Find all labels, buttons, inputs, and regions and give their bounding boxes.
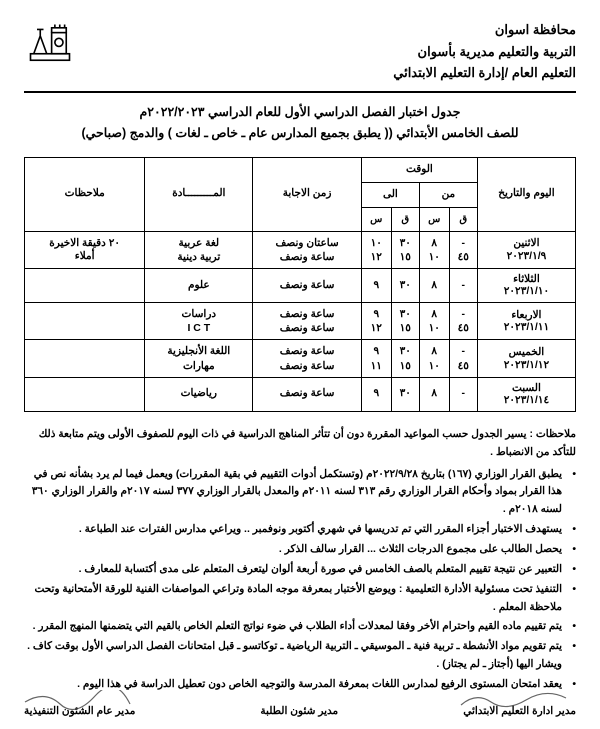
note-item: يتم تقويم مواد الأنشطة ـ تربية فنية ـ ال… <box>24 638 576 674</box>
table-row: الخميس٢٠٢٣/١/١٢-٤٥٨١٠٣٠١٥٩١١ساعة ونصفساع… <box>25 340 576 377</box>
cell: ٩ <box>361 377 391 411</box>
cell: علوم <box>145 268 253 302</box>
note-item: يتم تقييم ماده القيم واحترام الأخر وفقا … <box>24 618 576 636</box>
document-title: جدول اختبار الفصل الدراسي الأول للعام ال… <box>24 103 576 144</box>
signature-row: مدير ادارة التعليم الابتدائي مدير شئون ا… <box>24 704 576 720</box>
cell: ٣٠١٥ <box>391 340 419 377</box>
cell: الاثنين٢٠٢٣/١/٩ <box>477 231 575 268</box>
sign-right-label: مدير ادارة التعليم الابتدائي <box>463 705 576 717</box>
sign-center-label: مدير شئون الطلبة <box>260 705 338 717</box>
note-item: يحصل الطالب على مجموع الدرجات الثلاث ...… <box>24 541 576 559</box>
letterhead: محافظة اسوان التربية والتعليم مديرية بأس… <box>24 18 576 93</box>
cell <box>25 268 145 302</box>
document-page: محافظة اسوان التربية والتعليم مديرية بأس… <box>0 0 600 729</box>
cell: -٤٥ <box>449 303 477 340</box>
cell: ساعة ونصف <box>253 268 362 302</box>
cell: -٤٥ <box>449 340 477 377</box>
cell: ٨ <box>419 268 449 302</box>
cell <box>25 340 145 377</box>
cell: الخميس٢٠٢٣/١/١٢ <box>477 340 575 377</box>
exam-schedule-table: اليوم والتاريخ الوقت زمن الاجابة المــــ… <box>24 157 576 412</box>
cell: ٣٠ <box>391 268 419 302</box>
cell: ٨ <box>419 377 449 411</box>
cell: ٣٠١٥ <box>391 303 419 340</box>
aswan-logo-icon <box>24 18 76 70</box>
cell: -٤٥ <box>449 231 477 268</box>
gov-line: محافظة اسوان <box>393 20 576 40</box>
cell: ساعتان ونصفساعة ونصف <box>253 231 362 268</box>
note-item: يعقد امتحان المستوى الرفيع لمدارس اللغات… <box>24 676 576 694</box>
table-row: الثلاثاء٢٠٢٣/١/١٠-٨٣٠٩ساعة ونصفعلوم <box>25 268 576 302</box>
cell: ٩١١ <box>361 340 391 377</box>
cell: ٨١٠ <box>419 340 449 377</box>
sign-right: مدير ادارة التعليم الابتدائي <box>463 704 576 720</box>
directorate-line: التربية والتعليم مديرية بأسوان <box>393 42 576 62</box>
col-to-m: ق <box>391 207 419 231</box>
note-item: يطبق القرار الوزاري (١٦٧) بتاريخ ٢٠٢٢/٩/… <box>24 466 576 520</box>
col-from-m: ق <box>449 207 477 231</box>
cell: ٩١٢ <box>361 303 391 340</box>
col-to: الى <box>361 182 419 207</box>
cell: ٩ <box>361 268 391 302</box>
col-notes: ملاحظات <box>25 158 145 232</box>
note-item: التنفيذ تحت مسئولية الأدارة التعليمية : … <box>24 581 576 617</box>
cell: - <box>449 268 477 302</box>
cell: ٢٠ دقيقة الاخيرةأملاء <box>25 231 145 268</box>
sign-center: مدير شئون الطلبة <box>260 704 338 720</box>
cell: ساعة ونصف <box>253 377 362 411</box>
cell: رياضيات <box>145 377 253 411</box>
cell: الثلاثاء٢٠٢٣/١/١٠ <box>477 268 575 302</box>
cell: ٨١٠ <box>419 231 449 268</box>
col-from: من <box>419 182 477 207</box>
notes-block: ملاحظات : يسير الجدول حسب المواعيد المقر… <box>24 426 576 694</box>
cell: ساعة ونصفساعة ونصف <box>253 303 362 340</box>
cell: ٣٠ <box>391 377 419 411</box>
cell: دراساتI C T <box>145 303 253 340</box>
title-line-1: جدول اختبار الفصل الدراسي الأول للعام ال… <box>24 103 576 122</box>
sign-left: مدير عام الشئون التنفيذية <box>24 704 135 720</box>
col-to-h: س <box>361 207 391 231</box>
cell: اللغة الأنجليزيةمهارات <box>145 340 253 377</box>
cell: ٨١٠ <box>419 303 449 340</box>
cell: لغة عربيةتربية دينية <box>145 231 253 268</box>
cell: السبت٢٠٢٣/١/١٤ <box>477 377 575 411</box>
note-item: التعبير عن نتيجة تقييم المتعلم بالصف الخ… <box>24 561 576 579</box>
col-from-h: س <box>419 207 449 231</box>
col-subject: المـــــــــادة <box>145 158 253 232</box>
cell <box>25 303 145 340</box>
table-row: الاربعاء٢٠٢٣/١/١١-٤٥٨١٠٣٠١٥٩١٢ساعة ونصفس… <box>25 303 576 340</box>
notes-lead: ملاحظات : يسير الجدول حسب المواعيد المقر… <box>39 428 576 458</box>
table-row: الاثنين٢٠٢٣/١/٩-٤٥٨١٠٣٠١٥١٠١٢ساعتان ونصف… <box>25 231 576 268</box>
notes-list: يطبق القرار الوزاري (١٦٧) بتاريخ ٢٠٢٢/٩/… <box>24 466 576 694</box>
table-row: السبت٢٠٢٣/١/١٤-٨٣٠٩ساعة ونصفرياضيات <box>25 377 576 411</box>
col-duration: زمن الاجابة <box>253 158 362 232</box>
col-time: الوقت <box>361 158 477 183</box>
cell: ٣٠١٥ <box>391 231 419 268</box>
schedule-body: الاثنين٢٠٢٣/١/٩-٤٥٨١٠٣٠١٥١٠١٢ساعتان ونصف… <box>25 231 576 411</box>
cell: ١٠١٢ <box>361 231 391 268</box>
note-item: يستهدف الاختبار أجزاء المقرر التي تم تدر… <box>24 521 576 539</box>
col-day: اليوم والتاريخ <box>477 158 575 232</box>
cell <box>25 377 145 411</box>
sign-left-label: مدير عام الشئون التنفيذية <box>24 705 135 717</box>
title-line-2: للصف الخامس الأبتدائي (( يطبق بجميع المد… <box>24 124 576 143</box>
cell: الاربعاء٢٠٢٣/١/١١ <box>477 303 575 340</box>
authority-block: محافظة اسوان التربية والتعليم مديرية بأس… <box>393 18 576 85</box>
dept-line: التعليم العام /إدارة التعليم الابتدائي <box>393 63 576 83</box>
cell: - <box>449 377 477 411</box>
cell: ساعة ونصفساعة ونصف <box>253 340 362 377</box>
